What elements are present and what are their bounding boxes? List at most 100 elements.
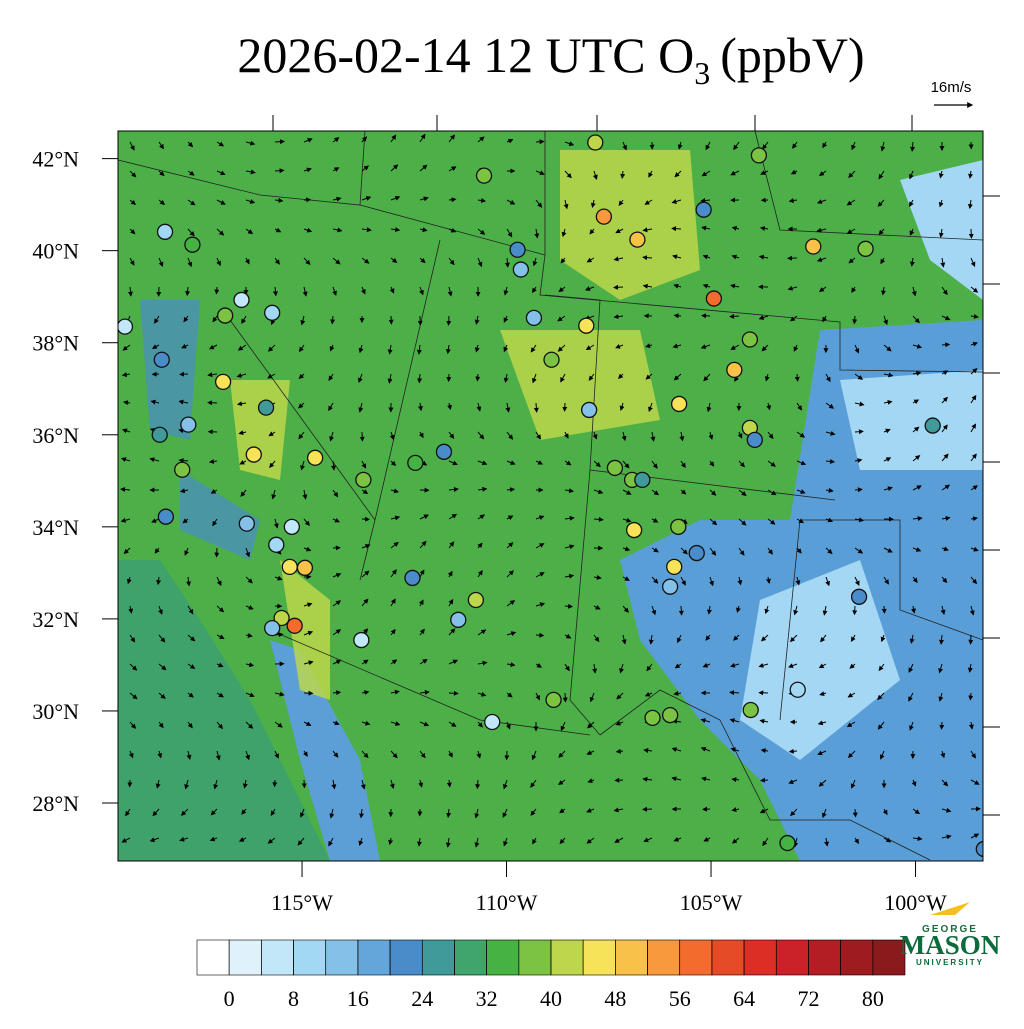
- wind-arrow: [797, 374, 798, 381]
- station: [269, 537, 284, 552]
- colorbar-tick-label: 32: [476, 986, 498, 1011]
- station: [356, 472, 371, 487]
- colorbar-box: [454, 940, 486, 975]
- colorbar-box: [487, 940, 519, 975]
- colorbar-tick-label: 24: [411, 986, 433, 1011]
- station: [806, 239, 821, 254]
- colorbar-box: [583, 940, 615, 975]
- station: [743, 703, 758, 718]
- colorbar-box: [294, 940, 326, 975]
- wind-arrow: [643, 809, 652, 810]
- station: [596, 209, 611, 224]
- station: [234, 292, 249, 307]
- logo-bottom: UNIVERSITY: [916, 958, 984, 967]
- x-tick-label: 110°W: [476, 890, 538, 915]
- wind-arrow: [536, 403, 537, 412]
- y-tick-label: 34°N: [32, 515, 79, 540]
- station: [485, 714, 500, 729]
- station: [259, 400, 274, 415]
- colorbar-box: [422, 940, 454, 975]
- map: [117, 131, 1006, 861]
- colorbar-box: [808, 940, 840, 975]
- station: [154, 352, 169, 367]
- colorbar-tick-label: 72: [797, 986, 819, 1011]
- colorbar-box: [551, 940, 583, 975]
- station: [158, 224, 173, 239]
- station: [152, 427, 167, 442]
- station: [510, 242, 525, 257]
- station: [852, 589, 867, 604]
- colorbar-tick-label: 48: [604, 986, 626, 1011]
- colorbar-tick-label: 8: [288, 986, 299, 1011]
- wind-arrow: [614, 287, 623, 288]
- wind-arrow: [565, 606, 572, 607]
- station: [790, 682, 805, 697]
- station: [158, 509, 173, 524]
- station: [607, 460, 622, 475]
- wind-scale-label: 16m/s: [931, 79, 972, 96]
- station: [667, 559, 682, 574]
- wind-arrow: [942, 344, 949, 345]
- colorbar-box: [358, 940, 390, 975]
- wind-arrow: [854, 316, 855, 323]
- colorbar-box: [326, 940, 358, 975]
- colorbar-box: [744, 940, 776, 975]
- station: [218, 308, 233, 323]
- wind-arrow: [275, 141, 284, 142]
- wind-arrow: [855, 489, 862, 490]
- station: [858, 241, 873, 256]
- colorbar-box: [197, 940, 229, 975]
- wind-arrow: [275, 170, 284, 171]
- station: [546, 692, 561, 707]
- station: [117, 319, 132, 334]
- station: [689, 546, 704, 561]
- station: [287, 618, 302, 633]
- station: [579, 318, 594, 333]
- wind-arrow: [761, 780, 768, 781]
- station: [630, 232, 645, 247]
- title: 2026-02-14 12 UTC O3(ppbV): [237, 27, 864, 91]
- station: [780, 836, 795, 851]
- wind-arrow: [681, 606, 682, 615]
- station: [992, 680, 1007, 695]
- station: [297, 560, 312, 575]
- station: [645, 710, 660, 725]
- station: [663, 579, 678, 594]
- station: [308, 450, 323, 465]
- colorbar-box: [776, 940, 808, 975]
- wind-arrow: [449, 693, 458, 694]
- colorbar-tick-label: 64: [733, 986, 755, 1011]
- station: [405, 570, 420, 585]
- y-tick-label: 40°N: [32, 239, 79, 264]
- station: [663, 708, 678, 723]
- y-tick-label: 38°N: [32, 331, 79, 356]
- colorbar-box: [648, 940, 680, 975]
- station: [976, 842, 991, 857]
- station: [747, 432, 762, 447]
- station: [436, 444, 451, 459]
- station: [216, 374, 231, 389]
- wind-arrow: [855, 431, 863, 432]
- station: [588, 135, 603, 150]
- colorbar-tick-label: 80: [862, 986, 884, 1011]
- station: [408, 455, 423, 470]
- station: [635, 472, 650, 487]
- colorbar-box: [712, 940, 744, 975]
- colorbar-tick-label: 0: [224, 986, 235, 1011]
- colorbar-box: [229, 940, 261, 975]
- station: [239, 516, 254, 531]
- colorbar-box: [519, 940, 551, 975]
- wind-arrow: [675, 315, 681, 316]
- station: [751, 148, 766, 163]
- colorbar-tick-label: 16: [347, 986, 369, 1011]
- station: [265, 621, 280, 636]
- station: [265, 305, 280, 320]
- y-tick-label: 42°N: [32, 147, 79, 172]
- y-tick-label: 36°N: [32, 423, 79, 448]
- station: [175, 462, 190, 477]
- station: [742, 332, 757, 347]
- wind-arrow: [477, 374, 478, 381]
- wind-arrow: [536, 635, 543, 636]
